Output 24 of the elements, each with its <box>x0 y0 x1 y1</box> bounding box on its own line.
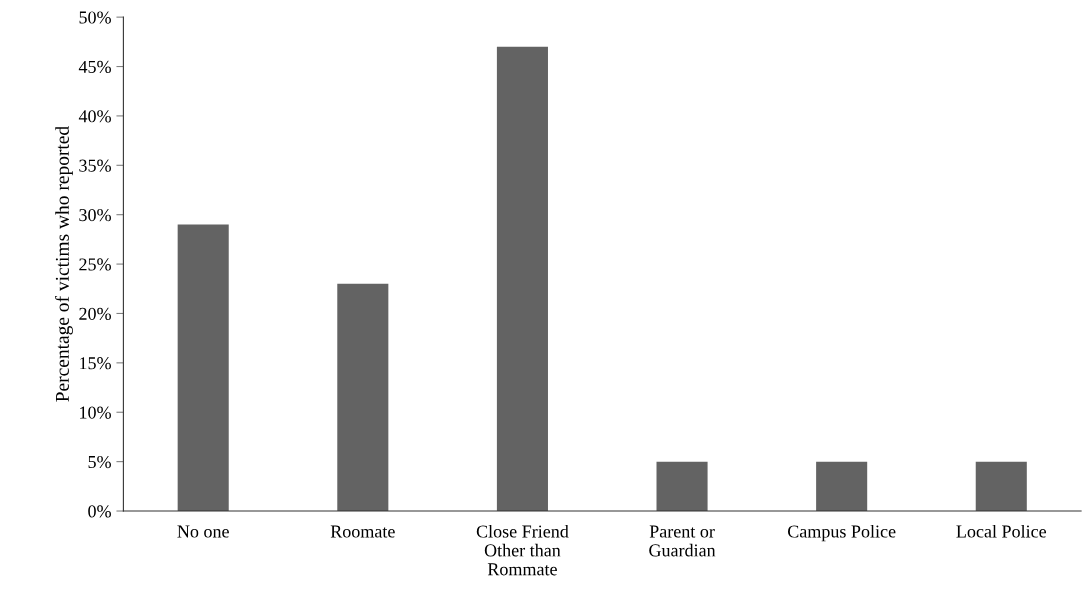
y-axis-title: Percentage of victims who reported <box>55 126 73 402</box>
bar <box>656 461 708 512</box>
y-tick-label: 40% <box>78 110 111 123</box>
bar <box>337 283 389 512</box>
y-tick-label: 50% <box>79 11 111 24</box>
y-tick-label: 5% <box>88 455 111 469</box>
x-tick-label: Close Friend Other than Rommate <box>476 524 569 576</box>
y-tick-label: 10% <box>80 406 111 419</box>
bar <box>496 46 548 512</box>
x-tick-label: Campus Police <box>787 524 896 542</box>
bar <box>816 461 868 512</box>
bar <box>177 224 229 512</box>
y-tick-label: 25% <box>79 258 111 271</box>
y-tick-label: 0% <box>88 505 111 518</box>
x-tick-label: No one <box>177 525 229 538</box>
x-tick-label: Local Police <box>956 524 1047 538</box>
bar <box>975 461 1027 512</box>
x-tick-label: Parent or Guardian <box>649 525 716 557</box>
y-tick-label: 15% <box>80 357 111 370</box>
y-tick-label: 35% <box>79 159 111 172</box>
y-tick-label: 30% <box>79 208 111 222</box>
y-tick-label: 45% <box>78 60 111 74</box>
y-tick-label: 20% <box>79 307 111 320</box>
x-tick-label: Roomate <box>330 525 395 538</box>
